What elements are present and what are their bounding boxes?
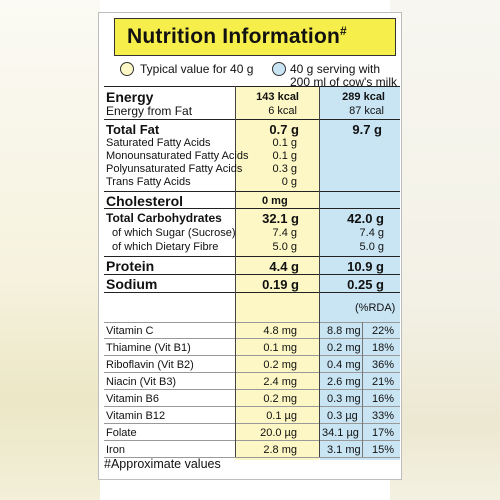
background-right: [390, 0, 500, 500]
column-divider: [235, 86, 236, 457]
vitamin-rda: 36%: [371, 359, 394, 371]
vitamin-typical: 20.0 µg: [260, 427, 297, 439]
row-divider: [104, 292, 400, 293]
saturated-fat-typical: 0.1 g: [272, 137, 297, 149]
background-left: [0, 0, 100, 500]
typical-value-column: [235, 86, 319, 460]
saturated-fat-label: Saturated Fatty Acids: [106, 137, 211, 149]
vitamin-typical: 0.2 mg: [263, 359, 297, 371]
polyunsaturated-fat-label: Polyunsaturated Fatty Acids: [106, 163, 243, 175]
carbohydrates-label: Total Carbohydrates: [106, 211, 222, 225]
vitamin-label: Niacin (Vit B3): [106, 376, 177, 388]
vitamin-serving: 0.3 mg: [327, 393, 361, 405]
vitamin-rda: 16%: [371, 393, 394, 405]
monounsaturated-fat-label: Monounsaturated Fatty Acids: [106, 150, 249, 162]
sodium-serving: 0.25 g: [347, 277, 384, 292]
protein-label: Protein: [106, 258, 155, 274]
row-divider: [104, 372, 400, 373]
row-divider: [104, 274, 400, 275]
carbohydrates-serving: 42.0 g: [347, 211, 384, 226]
vitamin-typical: 0.1 mg: [263, 342, 297, 354]
vitamin-serving: 0.3 µg: [327, 410, 358, 422]
total-fat-label: Total Fat: [106, 122, 160, 137]
row-divider: [104, 256, 400, 257]
vitamin-serving: 8.8 mg: [327, 325, 361, 337]
vitamin-rda: 15%: [371, 444, 394, 456]
monounsaturated-fat-typical: 0.1 g: [272, 150, 297, 162]
energy-fat-serving: 87 kcal: [349, 105, 384, 117]
vitamin-rda: 22%: [371, 325, 394, 337]
title-banner: Nutrition Information#: [114, 18, 396, 56]
sugar-typical: 7.4 g: [272, 227, 297, 239]
vitamin-label: Vitamin B12: [106, 410, 166, 422]
serving-value-column: [320, 86, 400, 460]
row-divider: [104, 191, 400, 192]
rda-column-divider: [362, 322, 363, 457]
vitamin-rda: 33%: [371, 410, 394, 422]
row-divider: [104, 86, 400, 87]
protein-typical: 4.4 g: [269, 259, 299, 274]
row-divider: [104, 457, 400, 458]
sodium-typical: 0.19 g: [262, 277, 299, 292]
vitamin-label: Iron: [106, 444, 125, 456]
rda-header: (%RDA): [355, 302, 396, 314]
vitamin-serving: 0.2 mg: [327, 342, 361, 354]
vitamin-serving: 0.4 mg: [327, 359, 361, 371]
carbohydrates-typical: 32.1 g: [262, 211, 299, 226]
cholesterol-label: Cholesterol: [106, 193, 184, 209]
typical-legend-dot: [120, 62, 134, 76]
sugar-serving: 7.4 g: [359, 227, 384, 239]
serving-legend-dot: [272, 62, 286, 76]
vitamin-typical: 2.8 mg: [263, 444, 297, 456]
serving-legend-label-2: 200 ml of cow's milk: [290, 75, 397, 89]
footnote: #Approximate values: [104, 457, 221, 471]
typical-legend-label: Typical value for 40 g: [140, 62, 254, 76]
dietary-fibre-serving: 5.0 g: [359, 241, 384, 253]
total-fat-typical: 0.7 g: [269, 122, 299, 137]
dietary-fibre-label: of which Dietary Fibre: [112, 241, 219, 253]
vitamin-rda: 21%: [371, 376, 394, 388]
vitamin-serving: 2.6 mg: [327, 376, 361, 388]
vitamin-serving: 3.1 mg: [327, 444, 361, 456]
polyunsaturated-fat-typical: 0.3 g: [272, 163, 297, 175]
cholesterol-typical: 0 mg: [262, 195, 288, 207]
sodium-label: Sodium: [106, 276, 158, 292]
vitamin-label: Vitamin B6: [106, 393, 159, 405]
title-footnote-mark: #: [340, 24, 347, 38]
row-divider: [104, 423, 400, 424]
vitamin-label: Folate: [106, 427, 137, 439]
energy-typical: 143 kcal: [256, 91, 299, 103]
sugar-label: of which Sugar (Sucrose): [112, 227, 236, 239]
energy-label: Energy: [106, 89, 154, 105]
trans-fat-typical: 0 g: [281, 176, 297, 188]
row-divider: [104, 355, 400, 356]
vitamin-rda: 17%: [371, 427, 394, 439]
vitamin-label: Riboflavin (Vit B2): [106, 359, 194, 371]
row-divider: [104, 440, 400, 441]
vitamin-rda: 18%: [371, 342, 394, 354]
vitamin-typical: 2.4 mg: [263, 376, 297, 388]
protein-serving: 10.9 g: [347, 259, 384, 274]
row-divider: [104, 322, 400, 323]
trans-fat-label: Trans Fatty Acids: [106, 176, 191, 188]
total-fat-serving: 9.7 g: [352, 122, 382, 137]
serving-legend-label-1: 40 g serving with: [290, 62, 381, 76]
panel-title: Nutrition Information#: [127, 24, 347, 48]
vitamin-label: Thiamine (Vit B1): [106, 342, 191, 354]
vitamin-typical: 4.8 mg: [263, 325, 297, 337]
vitamin-label: Vitamin C: [106, 325, 154, 337]
row-divider: [104, 389, 400, 390]
vitamin-serving: 34.1 µg: [322, 427, 359, 439]
row-divider: [104, 119, 400, 120]
row-divider: [104, 208, 400, 209]
vitamin-typical: 0.1 µg: [266, 410, 297, 422]
vitamin-typical: 0.2 mg: [263, 393, 297, 405]
energy-fat-typical: 6 kcal: [268, 105, 297, 117]
energy-serving: 289 kcal: [342, 91, 385, 103]
row-divider: [104, 406, 400, 407]
column-divider: [319, 86, 320, 457]
row-divider: [104, 338, 400, 339]
dietary-fibre-typical: 5.0 g: [272, 241, 297, 253]
energy-from-fat-label: Energy from Fat: [106, 104, 193, 118]
